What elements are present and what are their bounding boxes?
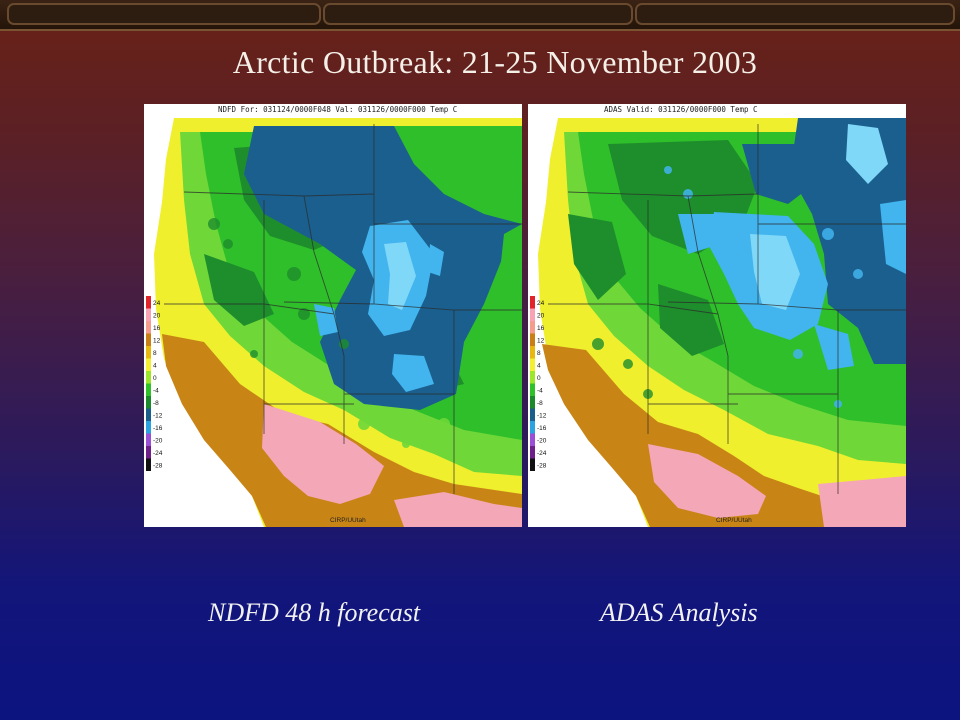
colorbar-tick-label: 12 — [537, 338, 545, 345]
colorbar-tick-label: -20 — [537, 438, 547, 445]
colorbar-swatch — [530, 371, 535, 384]
colorbar-tick-label: 0 — [153, 375, 157, 382]
colorbar-swatch — [530, 446, 535, 459]
panel-credit: CIRP/UUtah — [330, 517, 366, 524]
colorbar-swatch — [146, 321, 151, 334]
colorbar-tick-label: 16 — [153, 325, 161, 332]
colorbar-tick-label: -12 — [537, 413, 547, 420]
colorbar-swatch — [146, 446, 151, 459]
colorbar-tick-label: -8 — [537, 400, 543, 407]
colorbar-tick-label: -4 — [537, 388, 543, 395]
colorbar-swatch — [146, 433, 151, 446]
colorbar-swatch — [146, 346, 151, 359]
colorbar-tick-label: 24 — [153, 300, 161, 307]
colorbar-swatch — [530, 458, 535, 471]
temperature-colorbar: 24 20 16 12 8 4 0 -4 -8 -12 -16 -20 -24 -28 — [146, 296, 163, 471]
colorbar-swatch — [146, 308, 151, 321]
temperature-colorbar: 24 20 16 12 8 4 0 -4 -8 -12 -16 -20 -24 -28 — [530, 296, 547, 471]
colorbar-swatch — [146, 421, 151, 434]
colorbar-tick-label: 4 — [537, 363, 541, 370]
ndfd-forecast-map: NDFD For: 031124/0000F048 Val: 031126/00… — [144, 104, 522, 527]
colorbar-swatch — [146, 458, 151, 471]
colorbar-tick-label: 4 — [153, 363, 157, 370]
colorbar-tick-label: 24 — [537, 300, 545, 307]
colorbar-tick-label: -28 — [537, 463, 547, 470]
colorbar-tick-label: -16 — [537, 425, 547, 432]
colorbar-swatch — [146, 383, 151, 396]
colorbar-swatch — [530, 383, 535, 396]
colorbar-swatch — [530, 358, 535, 371]
decorative-border — [0, 0, 960, 31]
colorbar-swatch — [146, 396, 151, 409]
adas-analysis-map: ADAS Valid: 031126/0000F000 Temp C CIRP/… — [528, 104, 906, 527]
colorbar-swatch — [530, 321, 535, 334]
colorbar-swatch — [146, 333, 151, 346]
colorbar-tick-label: -24 — [153, 450, 163, 457]
colorbar-tick-label: -28 — [153, 463, 163, 470]
colorbar-swatch — [530, 421, 535, 434]
colorbar-swatch — [146, 296, 151, 309]
colorbar-tick-label: -24 — [537, 450, 547, 457]
colorbar-swatch — [530, 308, 535, 321]
colorbar-swatch — [530, 346, 535, 359]
panel-header: NDFD For: 031124/0000F048 Val: 031126/00… — [218, 105, 457, 114]
colorbar-swatch — [146, 371, 151, 384]
colorbar-swatch — [530, 408, 535, 421]
colorbar-swatch — [146, 358, 151, 371]
colorbar-tick-label: -4 — [153, 388, 159, 395]
colorbar-tick-label: 20 — [537, 313, 545, 320]
colorbar-tick-label: 20 — [153, 313, 161, 320]
colorbar-swatch — [530, 396, 535, 409]
colorbar-tick-label: -8 — [153, 400, 159, 407]
colorbar-tick-label: 12 — [153, 338, 161, 345]
colorbar-swatch — [146, 408, 151, 421]
colorbar-tick-label: -16 — [153, 425, 163, 432]
panel-credit: CIRP/UUtah — [716, 517, 752, 524]
colorbar-tick-label: 8 — [153, 350, 157, 357]
colorbar-tick-label: 16 — [537, 325, 545, 332]
colorbar-swatch — [530, 333, 535, 346]
colorbar-swatch — [530, 296, 535, 309]
colorbar-tick-label: -20 — [153, 438, 163, 445]
colorbar-tick-label: 0 — [537, 375, 541, 382]
colorbar-swatch — [530, 433, 535, 446]
colorbar-tick-label: 8 — [537, 350, 541, 357]
caption-adas: ADAS Analysis — [600, 598, 758, 627]
slide-title: Arctic Outbreak: 21-25 November 2003 — [232, 44, 758, 80]
colorbar-tick-label: -12 — [153, 413, 163, 420]
panel-header: ADAS Valid: 031126/0000F000 Temp C — [604, 105, 758, 114]
caption-ndfd: NDFD 48 h forecast — [208, 598, 421, 627]
